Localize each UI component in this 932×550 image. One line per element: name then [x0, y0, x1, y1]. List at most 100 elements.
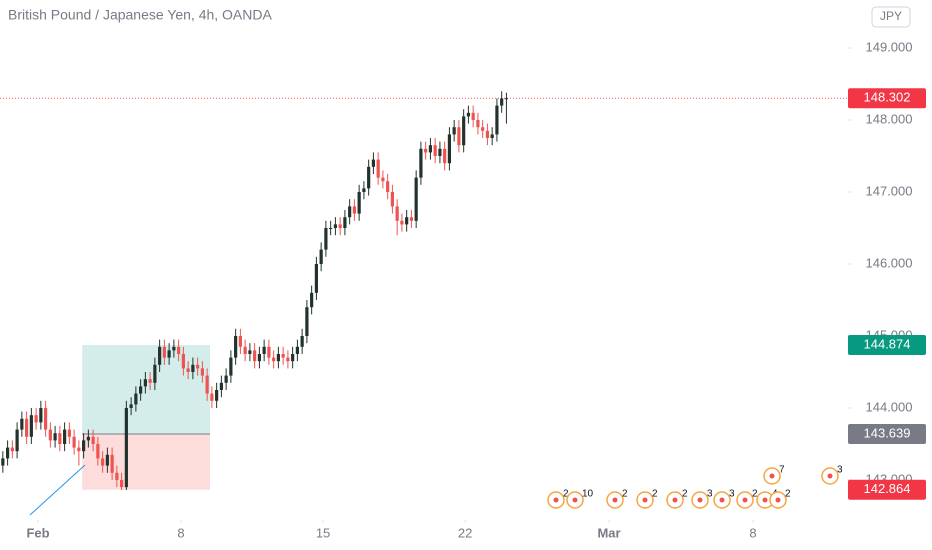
- candle-body: [124, 407, 128, 488]
- event-dot: [742, 497, 748, 503]
- candle-body: [352, 206, 357, 214]
- candle-body: [67, 429, 71, 437]
- x-tick-label: 15: [316, 525, 330, 540]
- candle-body: [238, 335, 242, 347]
- entry-label-bg: [848, 423, 926, 444]
- candle-body: [395, 206, 399, 221]
- candle-body: [77, 447, 81, 452]
- candle-body: [162, 346, 166, 358]
- candle-body: [462, 116, 466, 146]
- candle-body: [229, 357, 233, 376]
- candle-body: [186, 368, 190, 372]
- y-tick-label: 146.000: [866, 255, 913, 270]
- event-dot: [572, 497, 578, 503]
- candle-body: [91, 436, 95, 444]
- candle-body: [314, 263, 318, 293]
- candle-body: [20, 418, 24, 430]
- y-tick-label: 149.000: [866, 39, 913, 54]
- stop-label: 142.864: [864, 481, 911, 496]
- candle-body: [177, 346, 181, 354]
- candle-body: [504, 98, 509, 100]
- candle-body: [319, 249, 323, 264]
- candle-body: [210, 393, 214, 401]
- candle-body: [338, 224, 342, 228]
- candle-body: [424, 148, 428, 153]
- candle-body: [262, 346, 266, 354]
- last-price-label: 148.302: [864, 90, 911, 105]
- candle-body: [181, 353, 185, 369]
- candle-body: [153, 364, 157, 383]
- event-dot: [775, 497, 781, 503]
- candle-body: [272, 357, 276, 362]
- candle-body: [333, 224, 337, 228]
- candle-body: [438, 148, 442, 157]
- event-dot: [762, 497, 768, 503]
- event-count: 2: [622, 489, 628, 500]
- candle-body: [86, 436, 90, 441]
- candle-body: [310, 292, 314, 308]
- candle-body: [167, 350, 171, 358]
- candle-body: [148, 379, 152, 383]
- event-dot: [553, 497, 559, 503]
- target-label: 144.874: [864, 336, 911, 351]
- target-label-bg: [848, 335, 926, 356]
- candle-body: [143, 379, 147, 387]
- event-count: 2: [563, 489, 569, 500]
- candle-body: [500, 98, 504, 106]
- candle-body: [219, 382, 223, 390]
- candle-body: [39, 407, 43, 423]
- event-dot: [612, 497, 618, 503]
- candle-body: [110, 454, 114, 473]
- candle-body: [485, 130, 490, 139]
- candle-body: [191, 364, 195, 372]
- candle-body: [466, 112, 471, 117]
- x-tick-label: Mar: [597, 525, 620, 540]
- candle-body: [419, 148, 423, 178]
- event-count: 2: [785, 489, 791, 500]
- candle-body: [224, 375, 228, 383]
- candle-body: [48, 429, 52, 441]
- candle-body: [139, 386, 143, 394]
- candle-body: [243, 346, 247, 354]
- candle-body: [58, 433, 62, 444]
- candle-body: [343, 217, 347, 228]
- candle-body: [362, 188, 366, 193]
- chart-title: British Pound / Japanese Yen, 4h, OANDA: [8, 7, 272, 23]
- candle-body: [25, 418, 29, 437]
- y-tick-label: 147.000: [866, 183, 913, 198]
- candle-body: [433, 145, 437, 157]
- candle-body: [457, 127, 461, 146]
- candle-body: [367, 166, 371, 189]
- candle-body: [348, 206, 352, 218]
- candle-body: [409, 217, 414, 221]
- candle-body: [215, 389, 219, 401]
- candle-body: [324, 227, 328, 250]
- candle-body: [248, 350, 252, 354]
- event-dot: [769, 473, 775, 479]
- trend-line: [29, 464, 86, 516]
- event-count: 3: [837, 465, 843, 476]
- candle-body: [357, 192, 361, 214]
- candle-body: [443, 148, 447, 164]
- candle-body: [53, 433, 57, 441]
- candle-body: [34, 415, 38, 423]
- candle-body: [276, 353, 280, 362]
- candle-body: [158, 346, 162, 365]
- currency-button[interactable]: [871, 6, 911, 28]
- event-dot: [719, 497, 725, 503]
- candle-body: [414, 177, 418, 221]
- candle-body: [29, 415, 33, 437]
- candle-body: [120, 479, 124, 488]
- event-count: 2: [752, 489, 758, 500]
- candle-body: [405, 217, 409, 225]
- candle-body: [129, 404, 133, 408]
- candle-body: [253, 350, 257, 362]
- event-dot: [672, 497, 678, 503]
- candle-body: [329, 227, 333, 229]
- candle-body: [295, 346, 299, 354]
- event-count: 7: [779, 465, 785, 476]
- candle-body: [44, 407, 48, 430]
- candle-body: [105, 454, 109, 466]
